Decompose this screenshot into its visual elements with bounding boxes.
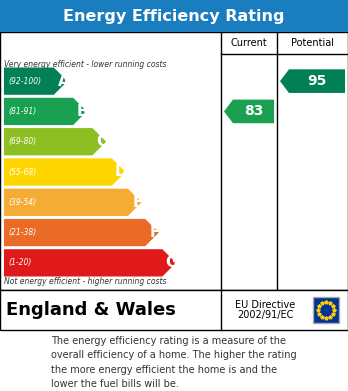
Text: Current: Current <box>231 38 267 48</box>
Text: (55-68): (55-68) <box>8 167 36 176</box>
Text: (81-91): (81-91) <box>8 107 36 116</box>
Text: The energy efficiency rating is a measure of the
overall efficiency of a home. T: The energy efficiency rating is a measur… <box>51 336 297 389</box>
Text: Energy Efficiency Rating: Energy Efficiency Rating <box>63 9 285 23</box>
Polygon shape <box>4 188 142 216</box>
Text: 83: 83 <box>244 104 263 118</box>
Text: E: E <box>132 195 143 210</box>
Bar <box>0 0 348 32</box>
Polygon shape <box>4 219 159 246</box>
Text: EU Directive: EU Directive <box>236 300 296 310</box>
Text: England & Wales: England & Wales <box>6 301 176 319</box>
Bar <box>0 290 348 330</box>
Polygon shape <box>280 69 345 93</box>
Text: (1-20): (1-20) <box>8 258 31 267</box>
Polygon shape <box>224 100 274 123</box>
Text: Not energy efficient - higher running costs: Not energy efficient - higher running co… <box>4 277 166 286</box>
Text: 2002/91/EC: 2002/91/EC <box>237 310 294 320</box>
Text: C: C <box>96 134 108 149</box>
Text: G: G <box>166 255 178 270</box>
Text: (21-38): (21-38) <box>8 228 36 237</box>
Text: B: B <box>77 104 88 119</box>
Text: (92-100): (92-100) <box>8 77 41 86</box>
Polygon shape <box>4 249 176 276</box>
Polygon shape <box>4 158 126 186</box>
Polygon shape <box>4 128 106 155</box>
Text: A: A <box>57 74 69 89</box>
Polygon shape <box>4 98 87 125</box>
Polygon shape <box>4 68 68 95</box>
Text: F: F <box>150 225 160 240</box>
Text: 95: 95 <box>307 74 327 88</box>
Text: D: D <box>115 165 128 179</box>
Text: Very energy efficient - lower running costs: Very energy efficient - lower running co… <box>4 60 166 69</box>
Text: (69-80): (69-80) <box>8 137 36 146</box>
Text: Potential: Potential <box>291 38 334 48</box>
Text: (39-54): (39-54) <box>8 198 36 207</box>
Bar <box>313 297 339 323</box>
Bar <box>0 32 348 290</box>
